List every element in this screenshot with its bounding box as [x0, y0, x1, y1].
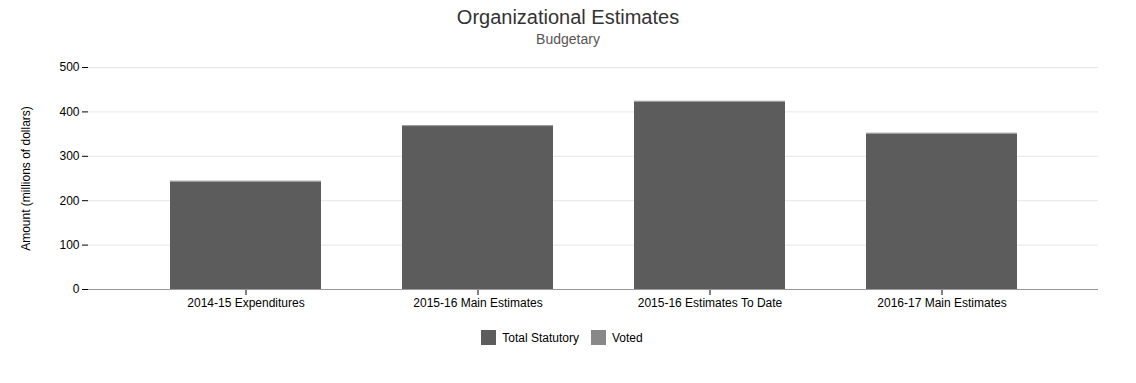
svg-text:0: 0 — [73, 282, 80, 296]
svg-text:100: 100 — [59, 238, 79, 252]
svg-text:400: 400 — [59, 105, 79, 119]
svg-text:300: 300 — [59, 149, 79, 163]
svg-text:Amount (millions of dollars): Amount (millions of dollars) — [19, 106, 33, 251]
html-text:Budgetary: Budgetary — [536, 31, 600, 47]
svg-text:2015-16 Main Estimates: 2015-16 Main Estimates — [413, 296, 542, 310]
svg-text:500: 500 — [59, 60, 79, 74]
svg-text:200: 200 — [59, 194, 79, 208]
html-text:Voted: Voted — [612, 330, 643, 345]
html-text:Organizational Estimates: Organizational Estimates — [456, 6, 680, 28]
html-text:Total Statutory: Total Statutory — [502, 330, 579, 345]
svg-text:2016-17 Main Estimates: 2016-17 Main Estimates — [877, 296, 1006, 310]
svg-text:2014-15 Expenditures: 2014-15 Expenditures — [187, 296, 304, 310]
svg-text:2015-16 Estimates To Date: 2015-16 Estimates To Date — [638, 296, 783, 310]
